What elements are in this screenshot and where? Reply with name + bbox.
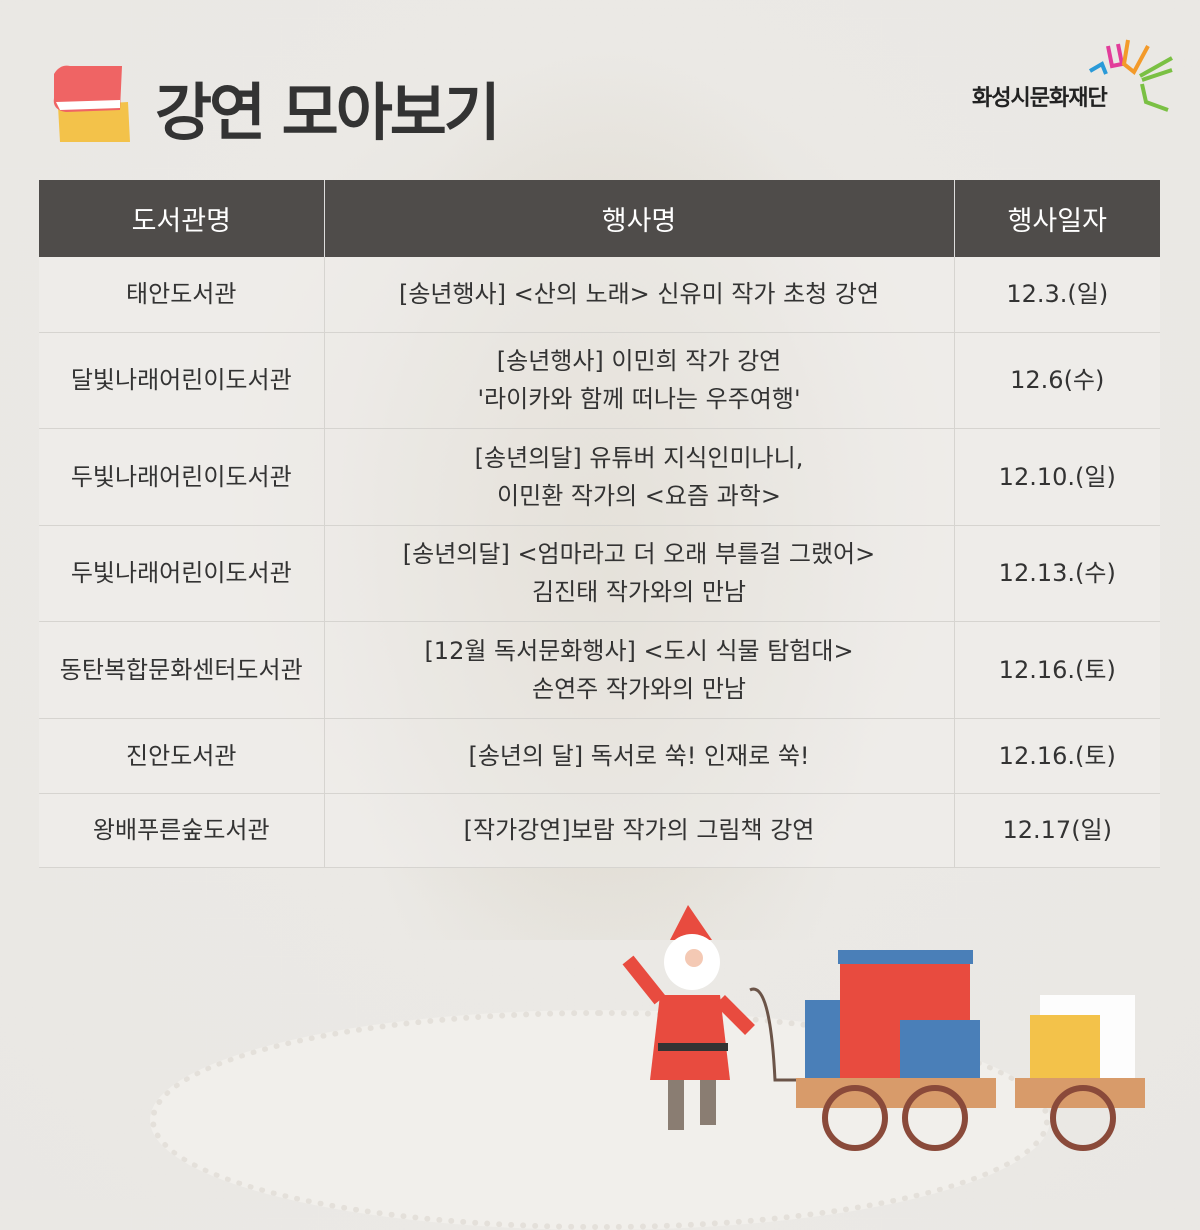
book-stack-icon [53, 65, 130, 142]
event-cell: [작가강연]보람 작가의 그림책 강연 [324, 793, 955, 868]
column-header-date: 행사일자 [954, 180, 1160, 257]
date-cell: 12.10.(일) [954, 428, 1160, 526]
event-line: [송년의달] <엄마라고 더 오래 부를걸 그랬어> [402, 540, 876, 568]
library-cell: 두빛나래어린이도서관 [39, 428, 325, 526]
logo-text: 화성시문화재단 [972, 86, 1108, 111]
page-title: 강연 모아보기 [155, 76, 501, 149]
event-line: [12월 독서문화행사] <도시 식물 탐험대> [424, 636, 854, 665]
event-line: '라이카와 함께 떠나는 우주여행' [477, 385, 801, 413]
date-cell: 12.16.(토) [954, 621, 1160, 719]
table-row: 두빛나래어린이도서관 [송년의달] 유튜버 지식인미나니, 이민환 작가의 <요즘 … [39, 428, 1160, 526]
date-cell: 12.17(일) [954, 793, 1160, 868]
event-line: [송년행사] 이민희 작가 강연 [496, 347, 782, 375]
table-row: 동탄복합문화센터도서관 [12월 독서문화행사] <도시 식물 탐험대> 손연주 작… [39, 621, 1160, 719]
logo-mark-icon [1088, 39, 1173, 112]
table-header-row: 도서관명 행사명 행사일자 [39, 180, 1160, 257]
library-cell: 진안도서관 [39, 718, 325, 794]
event-cell: [송년행사] 이민희 작가 강연 '라이카와 함께 떠나는 우주여행' [324, 332, 955, 429]
santa [622, 905, 755, 1130]
date-cell: 12.3.(일) [954, 257, 1160, 333]
event-line: 이민환 작가의 <요즘 과학> [497, 481, 781, 510]
santa-gift-cart-illustration [622, 905, 1145, 1151]
column-header-event: 행사명 [324, 180, 955, 257]
date-cell: 12.6(수) [954, 332, 1160, 429]
library-cell: 왕배푸른숲도서관 [39, 793, 325, 868]
library-cell: 동탄복합문화센터도서관 [39, 621, 325, 719]
event-cell: [송년의 달] 독서로 쑥! 인재로 쑥! [324, 718, 955, 794]
logo: 화성시문화재단 [972, 36, 1177, 116]
library-cell: 달빛나래어린이도서관 [39, 332, 325, 429]
table-row: 달빛나래어린이도서관 [송년행사] 이민희 작가 강연 '라이카와 함께 떠나는 우… [39, 332, 1160, 429]
event-line: 김진태 작가와의 만남 [532, 578, 746, 606]
table-row: 두빛나래어린이도서관 [송년의달] <엄마라고 더 오래 부를걸 그랬어> 김진태 … [39, 525, 1160, 622]
event-line: [송년의 달] 독서로 쑥! 인재로 쑥! [468, 741, 810, 770]
date-cell: 12.16.(토) [954, 718, 1160, 794]
date-cell: 12.13.(수) [954, 525, 1160, 622]
event-line: 손연주 작가와의 만남 [532, 674, 746, 703]
event-line: [송년의달] 유튜버 지식인미나니, [474, 443, 804, 472]
event-cell: [12월 독서문화행사] <도시 식물 탐험대> 손연주 작가와의 만남 [324, 621, 955, 719]
event-cell: [송년행사] <산의 노래> 신유미 작가 초청 강연 [324, 257, 955, 333]
library-cell: 태안도서관 [39, 257, 325, 333]
table-row: 왕배푸른숲도서관 [작가강연]보람 작가의 그림책 강연 12.17(일) [39, 793, 1160, 868]
event-table: 도서관명 행사명 행사일자 태안도서관 [송년행사] <산의 노래> 신유미 작가… [39, 180, 1160, 868]
event-cell: [송년의달] 유튜버 지식인미나니, 이민환 작가의 <요즘 과학> [324, 428, 955, 526]
event-cell: [송년의달] <엄마라고 더 오래 부를걸 그랬어> 김진태 작가와의 만남 [324, 525, 955, 622]
library-cell: 두빛나래어린이도서관 [39, 525, 325, 622]
table-row: 진안도서관 [송년의 달] 독서로 쑥! 인재로 쑥! 12.16.(토) [39, 718, 1160, 794]
gift-cart [796, 950, 1145, 1151]
event-line: [송년행사] <산의 노래> 신유미 작가 초청 강연 [398, 280, 880, 309]
table-row: 태안도서관 [송년행사] <산의 노래> 신유미 작가 초청 강연 12.3.(일) [39, 257, 1160, 333]
event-line: [작가강연]보람 작가의 그림책 강연 [463, 816, 815, 844]
column-header-library: 도서관명 [39, 180, 325, 257]
